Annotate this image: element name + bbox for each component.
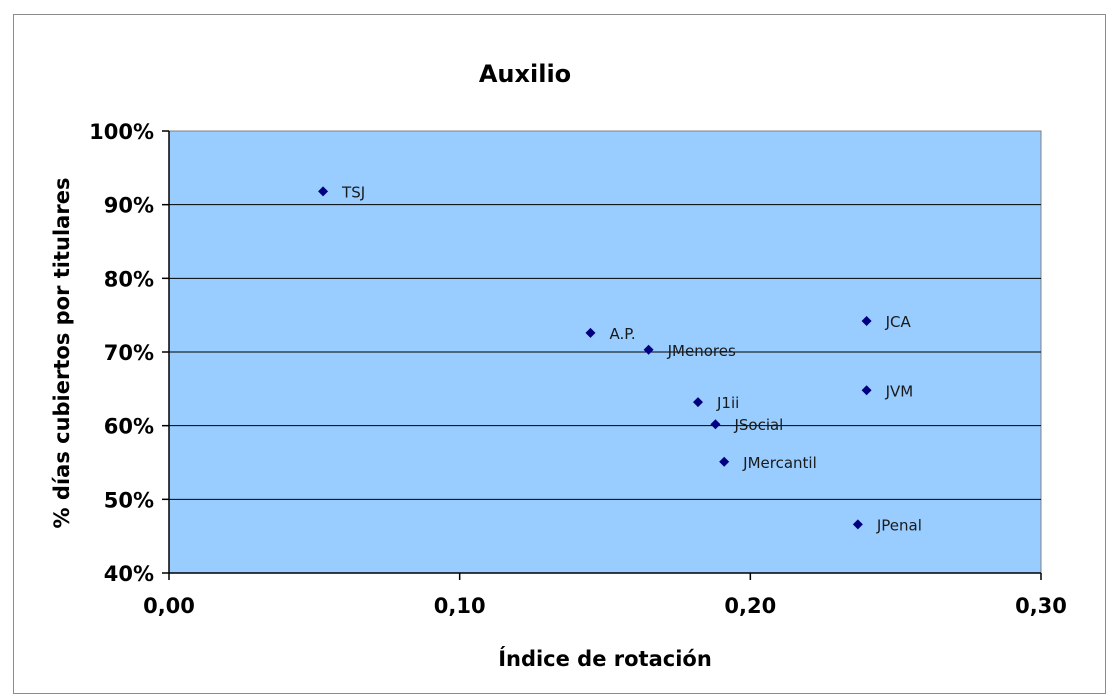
- y-tick-label: 80%: [104, 267, 154, 291]
- data-labels: TSJ A.P. JMenores JCA JVM J1ii JSocial JMercant…: [341, 183, 922, 534]
- x-tick-labels: 0,00 0,10 0,20 0,30: [143, 594, 1067, 618]
- data-point-tsj: [318, 186, 329, 197]
- x-tick-label: 0,10: [434, 594, 486, 618]
- y-tick-labels: 40% 50% 60% 70% 80% 90% 100%: [89, 120, 154, 586]
- data-point-jmenores: [643, 344, 654, 355]
- x-axis-label: Índice de rotación: [498, 646, 712, 671]
- data-label: JSocial: [733, 416, 783, 434]
- data-point-jca: [861, 316, 872, 327]
- y-tick-label: 50%: [104, 488, 154, 512]
- data-label: JPenal: [876, 516, 922, 534]
- y-tick-label: 100%: [89, 120, 154, 144]
- data-label: A.P.: [609, 325, 635, 343]
- data-label: JMenores: [667, 342, 736, 360]
- data-point-a-p: [585, 327, 596, 338]
- data-point-jpenal: [852, 519, 863, 530]
- data-points: [318, 186, 872, 530]
- data-label: JMercantil: [742, 454, 817, 472]
- x-tick-label: 0,20: [724, 594, 776, 618]
- data-point-jmercantil: [719, 456, 730, 467]
- data-label: JCA: [885, 313, 912, 331]
- x-tick-label: 0,00: [143, 594, 195, 618]
- tick-marks: [162, 130, 1042, 580]
- data-point-jvm: [861, 385, 872, 396]
- y-tick-label: 70%: [104, 341, 154, 365]
- y-tick-label: 40%: [104, 562, 154, 586]
- chart-title: Auxilio: [479, 60, 571, 88]
- gridlines: [169, 204, 1041, 500]
- y-tick-label: 60%: [104, 415, 154, 439]
- data-point-j1ii: [693, 397, 704, 408]
- x-tick-label: 0,30: [1015, 594, 1067, 618]
- y-tick-label: 90%: [104, 194, 154, 218]
- y-axis-label: % días cubiertos por titulares: [50, 178, 74, 529]
- data-label: J1ii: [716, 394, 739, 412]
- data-label: JVM: [885, 382, 914, 400]
- data-point-jsocial: [710, 419, 721, 430]
- data-label: TSJ: [341, 183, 365, 201]
